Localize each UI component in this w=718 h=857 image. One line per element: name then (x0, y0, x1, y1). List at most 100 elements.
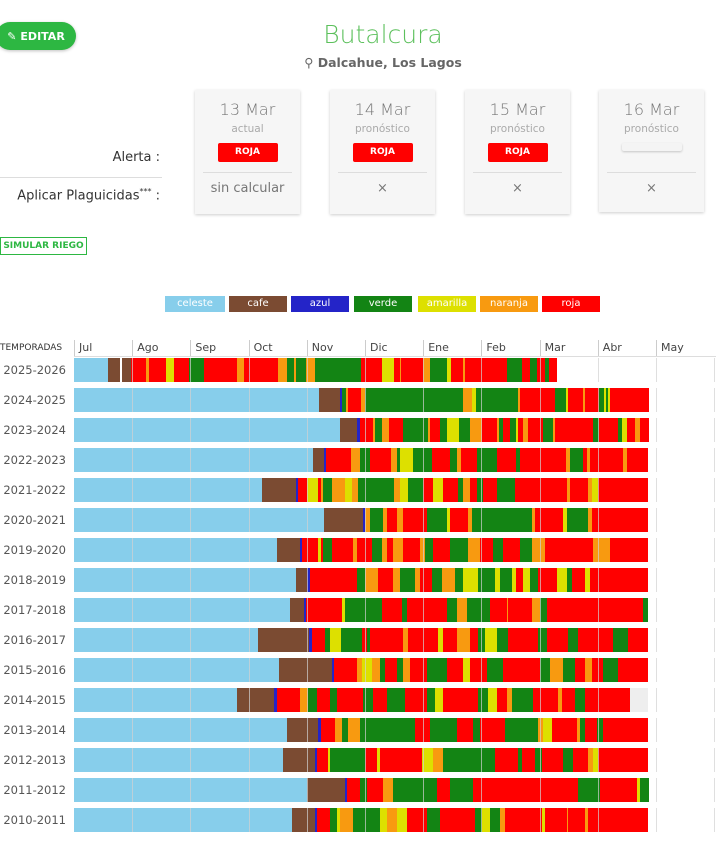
segment-v (493, 538, 504, 562)
segment-v (554, 388, 567, 412)
pesticide-status: sin calcular (210, 181, 285, 196)
gridline (365, 538, 366, 562)
gridline (190, 358, 192, 382)
segment-v (529, 358, 538, 382)
segment-r (443, 628, 457, 652)
gridline (423, 688, 425, 712)
season-label: 2023-2024 (3, 423, 66, 437)
segment-r (568, 808, 586, 832)
segment-r (599, 778, 637, 802)
segment-n (463, 478, 471, 502)
season-label: 2020-2021 (3, 513, 66, 527)
segment-a (357, 418, 361, 442)
segment-v (458, 418, 471, 442)
segment-v (374, 418, 383, 442)
segment-v (403, 418, 429, 442)
gridline (248, 658, 250, 682)
gridline (190, 418, 192, 442)
gridline (248, 598, 250, 622)
segment-v (539, 658, 551, 682)
month-label: Ago (132, 340, 158, 356)
segment-n (348, 718, 361, 742)
segment-m (434, 688, 444, 712)
season-bar (74, 388, 716, 412)
simulate-irrigation-button[interactable]: SIMULAR RIEGO (0, 237, 87, 255)
segment-v (613, 628, 629, 652)
segment-v (538, 628, 547, 652)
gridline (190, 388, 192, 412)
month-label: Dic (365, 340, 388, 356)
segment-m (399, 448, 414, 472)
gridline (656, 748, 657, 772)
segment-r (423, 478, 434, 502)
segment-v (596, 718, 604, 742)
segment-n (371, 658, 381, 682)
forecast-card: 15 Mar pronóstico ROJA × (465, 90, 570, 214)
segment-r (473, 778, 579, 802)
segment-r (479, 718, 506, 742)
segment-f (282, 748, 316, 772)
segment-r (373, 688, 388, 712)
gridline (597, 448, 599, 472)
segment-n (441, 568, 456, 592)
gridline (656, 808, 657, 832)
segment-m (494, 568, 501, 592)
segment-r (365, 748, 378, 772)
segment-v (566, 568, 572, 592)
segment-m (341, 598, 346, 622)
segment-v (563, 658, 576, 682)
gridline (365, 358, 366, 382)
gridline (248, 418, 250, 442)
segment-r (470, 628, 479, 652)
segment-f (236, 688, 275, 712)
gridline (656, 568, 657, 592)
gridline (714, 418, 716, 442)
gridline (423, 778, 425, 802)
edit-button[interactable]: ✎ EDITAR (0, 22, 76, 50)
segment-v (308, 688, 318, 712)
segment-m (604, 388, 607, 412)
gridline (714, 478, 716, 502)
gridline (481, 748, 483, 772)
gridline (481, 388, 483, 412)
gridline (248, 478, 250, 502)
segment-v (426, 658, 447, 682)
segment-m (396, 808, 407, 832)
segment-m (584, 568, 591, 592)
segment-v (545, 358, 550, 382)
segment-c (74, 508, 325, 532)
segment-m (382, 358, 395, 382)
season-label: 2015-2016 (3, 663, 66, 677)
segment-v (574, 688, 586, 712)
segment-v (393, 778, 437, 802)
segment-v (543, 418, 554, 442)
segment-v (426, 808, 441, 832)
segment-v (412, 448, 432, 472)
segment-f (262, 478, 297, 502)
segment-r (431, 448, 451, 472)
segment-f (306, 778, 346, 802)
segment-r (544, 538, 594, 562)
season-bar (74, 718, 716, 742)
gridline (714, 718, 716, 742)
segment-r (504, 808, 542, 832)
gridline (656, 388, 657, 412)
segment-v (431, 568, 442, 592)
segment-r (406, 598, 447, 622)
segment-n (393, 538, 404, 562)
gridline (539, 358, 541, 382)
gridline (423, 418, 425, 442)
gridline (306, 358, 308, 382)
segment-n (531, 598, 541, 622)
legend-cafe: cafe (229, 296, 287, 312)
segment-v (534, 748, 542, 772)
segment-r (306, 598, 342, 622)
gridline (539, 388, 541, 412)
card-divider (203, 172, 292, 173)
legend-azul: azul (291, 296, 349, 312)
segment-n (399, 358, 402, 382)
segment-r (403, 538, 421, 562)
segment-v (473, 718, 481, 742)
segment-n (456, 598, 468, 622)
gridline (656, 598, 657, 622)
